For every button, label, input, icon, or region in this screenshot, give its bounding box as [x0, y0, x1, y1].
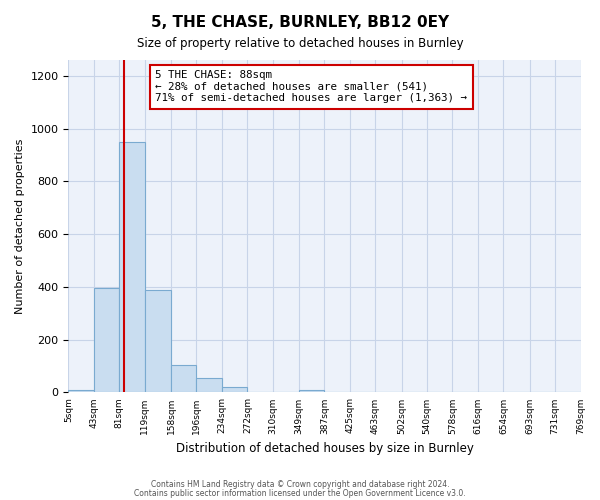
Text: 5 THE CHASE: 88sqm
← 28% of detached houses are smaller (541)
71% of semi-detach: 5 THE CHASE: 88sqm ← 28% of detached hou… [155, 70, 467, 103]
Text: 5, THE CHASE, BURNLEY, BB12 0EY: 5, THE CHASE, BURNLEY, BB12 0EY [151, 15, 449, 30]
Y-axis label: Number of detached properties: Number of detached properties [15, 138, 25, 314]
Text: Contains HM Land Registry data © Crown copyright and database right 2024.: Contains HM Land Registry data © Crown c… [151, 480, 449, 489]
Bar [94, 288, 119, 393]
Text: Contains public sector information licensed under the Open Government Licence v3: Contains public sector information licen… [134, 488, 466, 498]
Bar [119, 142, 145, 393]
Bar [145, 290, 171, 393]
Bar [196, 378, 222, 392]
Text: Size of property relative to detached houses in Burnley: Size of property relative to detached ho… [137, 38, 463, 51]
Bar [222, 386, 247, 392]
X-axis label: Distribution of detached houses by size in Burnley: Distribution of detached houses by size … [176, 442, 473, 455]
Bar [171, 364, 196, 392]
Bar [68, 390, 94, 392]
Bar [299, 390, 325, 392]
